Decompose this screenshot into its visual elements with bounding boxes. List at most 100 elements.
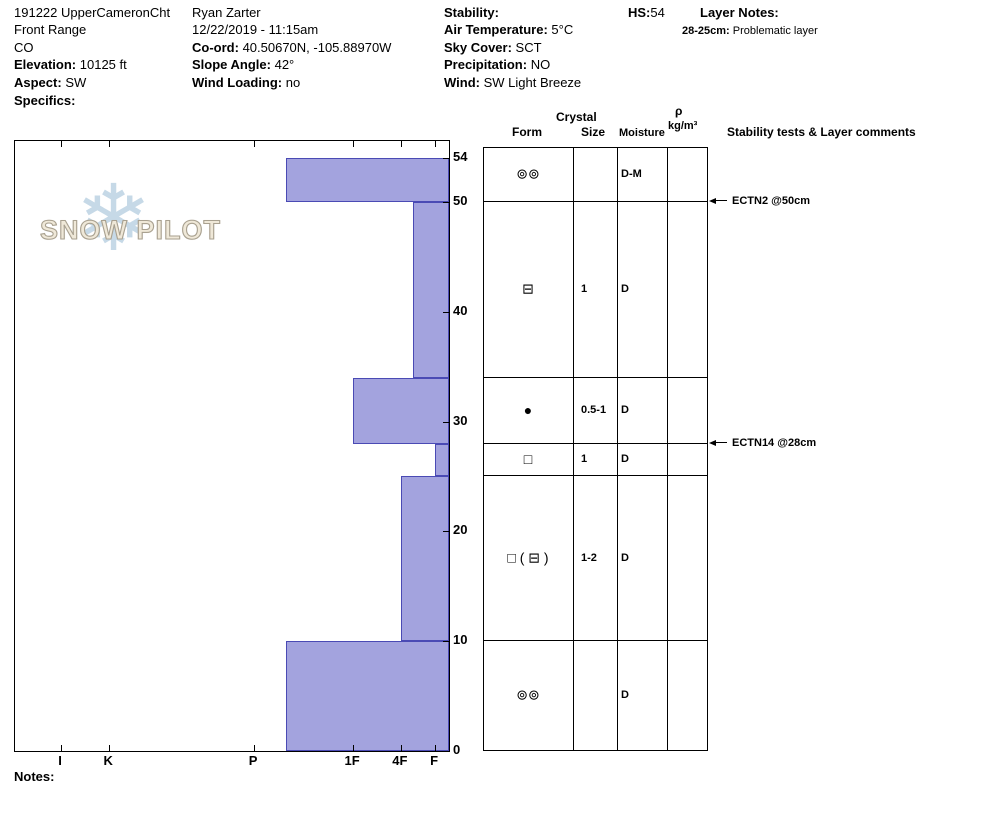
snow-layer-bar [353, 377, 449, 444]
layer-notes-header: Layer Notes: [700, 5, 779, 21]
pit-id: 191222 UpperCameronCht [14, 5, 171, 20]
layer-notes-label: Layer Notes: [700, 5, 779, 20]
moisture-cell: D [621, 403, 629, 416]
stability-test-label: ECTN2 @50cm [732, 194, 810, 207]
precipitation-label: Precipitation: [444, 57, 528, 72]
hardness-tick [61, 745, 62, 751]
depth-tick [443, 751, 449, 752]
hardness-tick [435, 745, 437, 751]
moisture-cell: D [621, 551, 629, 564]
table-column-line [707, 147, 708, 751]
crystal-size-cell: 1 [581, 282, 588, 295]
crystal-size-cell: 0.5-1 [581, 403, 607, 416]
arrow-left-icon [709, 439, 716, 446]
arrow-line [716, 442, 727, 444]
hardness-tick [353, 141, 355, 147]
aspect-value: SW [65, 75, 87, 90]
observer-name: Ryan Zarter [192, 5, 261, 20]
hardness-tick [109, 141, 111, 147]
mountain-range: Front Range [14, 22, 87, 37]
layer-data-table: ⊚⊚ D-M ⊟ 1 D ● 0.5-1 D □ 1 D □ ( ⊟ ) 1-2 D ⊚⊚ D ECTN2 @5… [483, 147, 990, 751]
sky-cover-label: Sky Cover: [444, 40, 512, 55]
snow-layer-bar [412, 201, 449, 378]
aspect-label: Aspect: [14, 75, 62, 90]
slope-angle-value: 42° [274, 57, 295, 72]
hardness-label: 4F [392, 753, 408, 768]
precipitation-row: Precipitation: NO [444, 57, 551, 73]
table-row-line [483, 640, 708, 642]
slope-angle-row: Slope Angle: 42° [192, 57, 295, 73]
specifics-label: Specifics: [14, 93, 76, 108]
hardness-tick [400, 141, 402, 147]
size-column-header: Size [581, 125, 606, 139]
depth-label: 20 [453, 522, 468, 538]
table-row-line [483, 376, 708, 378]
wind-loading-label: Wind Loading: [192, 75, 283, 90]
air-temp-value: 5°C [551, 22, 574, 37]
table-column-line [667, 147, 668, 751]
table-column-line [573, 147, 574, 751]
elevation-row: Elevation: 10125 ft [14, 57, 127, 73]
stability-row: Stability: [444, 5, 499, 21]
hardness-label: K [103, 753, 113, 768]
moisture-cell: D [621, 689, 629, 702]
snow-layer-bar [435, 443, 449, 477]
layer-note-depth: 28-25cm: [682, 25, 730, 37]
depth-tick [443, 531, 449, 533]
air-temp-label: Air Temperature: [444, 22, 548, 37]
table-column-line [617, 147, 618, 751]
snow-layer-bar [286, 158, 449, 202]
wind-row: Wind: SW Light Breeze [444, 75, 581, 91]
wind-loading-row: Wind Loading: no [192, 75, 301, 91]
hs-label: HS: [628, 5, 651, 20]
hs-value: 54 [650, 5, 665, 20]
table-row-line [483, 200, 708, 202]
sky-cover-value: SCT [515, 40, 542, 55]
hardness-tick [254, 141, 256, 147]
slope-angle-label: Slope Angle: [192, 57, 271, 72]
layer-note-text: Problematic layer [732, 25, 818, 37]
depth-label: 50 [453, 192, 468, 208]
crystal-size-cell: 1 [581, 452, 588, 465]
precipitation-value: NO [530, 57, 551, 72]
moisture-column-header: Moisture [619, 127, 665, 139]
layer-note: 28-25cm: Problematic layer [682, 25, 818, 38]
hardness-label: F [430, 753, 439, 768]
elevation-value: 10125 ft [79, 57, 127, 72]
depth-label: 40 [453, 302, 468, 318]
depth-label: 54 [453, 149, 468, 164]
depth-label: 0 [453, 742, 461, 757]
arrow-line [716, 200, 727, 202]
snowpilot-logo: ❄ SNOW PILOT [39, 173, 230, 291]
wind-loading-value: no [285, 75, 301, 90]
comments-column-header: Stability tests & Layer comments [727, 125, 916, 139]
hardness-label: I [58, 753, 62, 768]
depth-tick [443, 421, 449, 423]
table-column-line [483, 147, 484, 751]
hardness-tick [61, 141, 62, 147]
crystal-form-cell: ⊟ [522, 280, 534, 297]
snowpilot-logo-text: SNOW PILOT [39, 214, 221, 245]
crystal-form-cell: □ ( ⊟ ) [507, 549, 549, 566]
crystal-size-cell: 1-2 [581, 551, 597, 564]
snowflake-icon: ❄ [75, 168, 153, 270]
form-column-header: Form [512, 125, 542, 139]
hardness-tick [435, 141, 437, 147]
specifics-row: Specifics: [14, 93, 76, 109]
sky-cover-row: Sky Cover: SCT [444, 40, 542, 56]
hs-row: HS:54 [628, 5, 665, 21]
notes-label: Notes: [14, 769, 55, 784]
air-temp-row: Air Temperature: 5°C [444, 22, 574, 38]
density-unit-header: kg/m³ [668, 120, 698, 132]
crystal-form-cell: ⊚⊚ [516, 165, 540, 182]
hardness-profile-chart: ❄ SNOW PILOT [14, 140, 450, 752]
depth-tick [443, 311, 449, 313]
wind-label: Wind: [444, 75, 480, 90]
density-symbol-header: ρ [675, 104, 683, 118]
stability-test-annotation: ECTN14 @28cm [709, 437, 816, 449]
arrow-left-icon [709, 197, 716, 204]
hardness-tick [109, 745, 111, 751]
coordinates-label: Co-ord: [192, 40, 239, 55]
crystal-form-cell: □ [523, 450, 533, 467]
